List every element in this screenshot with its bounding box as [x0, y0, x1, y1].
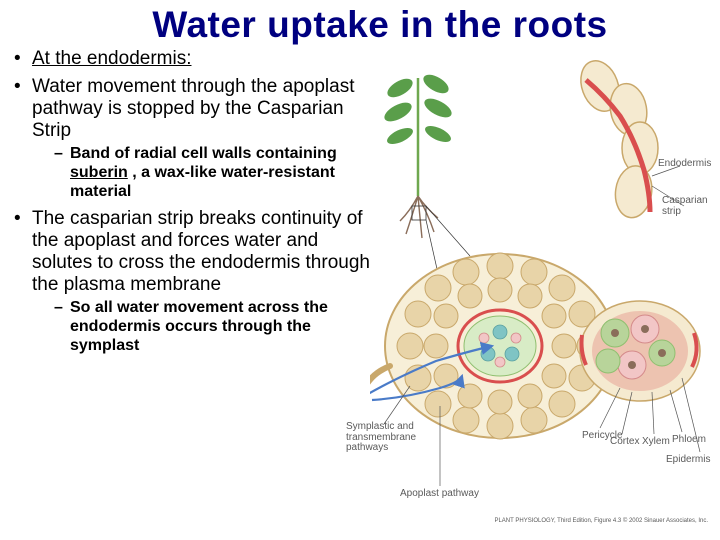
label-phloem: Phloem [672, 434, 706, 445]
bullet-3-sub: So all water movement across the endoder… [54, 299, 370, 356]
bullet-2-sub: Band of radial cell walls containing sub… [54, 145, 370, 202]
label-apoplast: Apoplast pathway [400, 488, 479, 499]
bullet-3: The casparian strip breaks continuity of… [14, 208, 370, 356]
label-endodermis: Endodermis [658, 158, 711, 169]
label-xylem: Xylem [642, 436, 670, 447]
bullet-1-text: At the endodermis: [32, 48, 191, 69]
label-cortex: Cortex [610, 436, 639, 447]
bullet-2-sub-bold: suberin [70, 164, 128, 181]
label-symplastic: Symplastic and transmembrane pathways [346, 422, 436, 454]
cell-cutaway [580, 301, 700, 401]
bullet-2-text: Water movement through the apoplast path… [32, 76, 354, 141]
root-diagram-svg [370, 56, 710, 526]
slide-title: Water uptake in the roots [14, 4, 706, 46]
label-casparian: Casparian strip [662, 196, 712, 217]
bullet-2: Water movement through the apoplast path… [14, 76, 370, 202]
bullet-3-text: The casparian strip breaks continuity of… [32, 208, 370, 295]
label-epidermis: Epidermis [666, 454, 710, 465]
root-cross-section [370, 253, 615, 439]
bullet-2-sub-pre: Band of radial cell walls containing [70, 145, 337, 162]
diagram-area: Endodermis Casparian strip Symplastic an… [370, 56, 710, 526]
diagram-credit: PLANT PHYSIOLOGY, Third Edition, Figure … [494, 518, 708, 524]
text-column: At the endodermis: Water movement throug… [14, 48, 370, 356]
bullet-3-sub-text: So all water movement across the endoder… [70, 299, 328, 354]
bullet-1: At the endodermis: [14, 48, 370, 70]
